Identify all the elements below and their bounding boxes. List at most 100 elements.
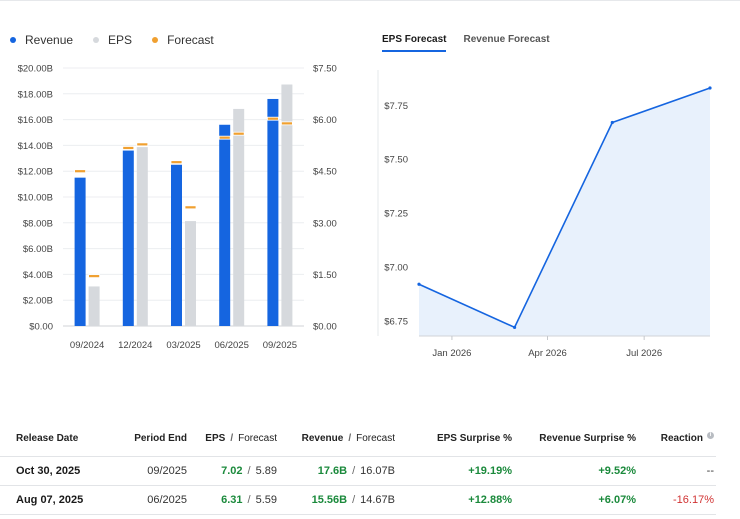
tab-revenue-forecast[interactable]: Revenue Forecast bbox=[463, 34, 550, 45]
header-revenue-surprise[interactable]: Revenue Surprise % bbox=[539, 432, 636, 444]
revenue-dot-icon bbox=[10, 37, 16, 43]
header-release-date[interactable]: Release Date bbox=[16, 432, 79, 444]
y-right-tick-label: $7.50 bbox=[313, 64, 337, 75]
revenue-forecast-marker bbox=[122, 146, 135, 150]
x-tick-label: 09/2024 bbox=[70, 340, 104, 351]
eps-forecast-marker bbox=[280, 121, 293, 126]
eps-forecast-point bbox=[610, 120, 614, 125]
y-tick-label: $7.00 bbox=[384, 262, 408, 273]
y-right-tick-label: $4.50 bbox=[313, 167, 337, 178]
value-separator: / bbox=[352, 494, 356, 506]
top-divider bbox=[0, 0, 740, 1]
reaction: -- bbox=[706, 465, 714, 477]
earnings-table: Release Date Period End EPS / Forecast Rev… bbox=[0, 420, 716, 515]
eps-values: 7.02 / 5.89 bbox=[221, 457, 277, 485]
y-left-tick-label: $0.00 bbox=[29, 322, 53, 333]
y-tick-label: $7.75 bbox=[384, 101, 408, 112]
eps-forecast: 5.59 bbox=[255, 494, 277, 506]
revenue-bar bbox=[171, 164, 182, 326]
y-tick-label: $6.75 bbox=[384, 316, 408, 327]
eps-bar bbox=[136, 147, 148, 326]
eps-surprise: +19.19% bbox=[468, 465, 512, 477]
info-icon[interactable]: i bbox=[707, 431, 714, 439]
header-period-end[interactable]: Period End bbox=[134, 432, 187, 444]
release-date: Aug 07, 2025 bbox=[16, 494, 84, 506]
x-tick-label: Jul 2026 bbox=[626, 348, 662, 359]
header-eps[interactable]: EPS / Forecast bbox=[205, 420, 277, 456]
header-eps-label: EPS bbox=[205, 432, 226, 444]
y-left-tick-label: $6.00B bbox=[23, 244, 53, 255]
tab-eps-forecast[interactable]: EPS Forecast bbox=[382, 34, 447, 52]
revenue-values: 17.6B / 16.07B bbox=[318, 457, 395, 485]
forecast-dot-icon bbox=[152, 37, 159, 43]
x-tick-label: 06/2025 bbox=[215, 340, 249, 351]
y-tick-label: $7.50 bbox=[384, 155, 408, 166]
y-right-tick-label: $0.00 bbox=[313, 322, 337, 333]
x-tick-label: Apr 2026 bbox=[528, 348, 567, 359]
revenue-actual: 17.6B bbox=[317, 465, 348, 477]
header-separator: / bbox=[348, 432, 352, 444]
revenue-surprise: +9.52% bbox=[598, 465, 636, 477]
forecast-tabs: EPS Forecast Revenue Forecast bbox=[382, 34, 567, 52]
eps-bar bbox=[233, 108, 245, 326]
revenue-bar bbox=[219, 124, 231, 326]
revenue-forecast-marker bbox=[74, 169, 86, 174]
header-revenue[interactable]: Revenue / Forecast bbox=[302, 420, 395, 456]
legend-label-revenue: Revenue bbox=[25, 33, 74, 47]
eps-forecast-point bbox=[417, 282, 421, 286]
header-revenue-forecast-label: Forecast bbox=[356, 432, 395, 444]
eps-actual: 7.02 bbox=[221, 465, 243, 477]
header-separator: / bbox=[230, 432, 234, 444]
eps-forecast: 5.89 bbox=[255, 465, 277, 477]
legend-item-revenue[interactable]: Revenue bbox=[10, 33, 73, 47]
header-reaction[interactable]: Reaction i bbox=[661, 420, 714, 456]
release-date: Oct 30, 2025 bbox=[16, 465, 81, 477]
revenue-bar bbox=[122, 150, 134, 326]
y-left-tick-label: $8.00B bbox=[23, 218, 53, 229]
revenue-values: 15.56B / 14.67B bbox=[312, 486, 395, 514]
eps-forecast-marker bbox=[232, 131, 245, 136]
eps-surprise: +12.88% bbox=[468, 494, 512, 506]
header-reaction-label: Reaction bbox=[660, 432, 703, 444]
y-right-tick-label: $6.00 bbox=[313, 115, 337, 126]
y-left-tick-label: $12.00B bbox=[18, 167, 53, 178]
y-left-tick-label: $18.00B bbox=[18, 89, 53, 100]
header-eps-forecast-label: Forecast bbox=[238, 432, 277, 444]
revenue-forecast: 16.07B bbox=[360, 465, 395, 477]
x-tick-label: 03/2025 bbox=[166, 340, 200, 351]
table-header: Release Date Period End EPS / Forecast Rev… bbox=[0, 420, 716, 457]
value-separator: / bbox=[247, 494, 251, 506]
eps-forecast-marker bbox=[184, 205, 197, 210]
revenue-bar bbox=[74, 177, 86, 326]
value-separator: / bbox=[247, 465, 251, 477]
table-row[interactable]: Aug 07, 2025 06/2025 6.31 / 5.59 15.56B / 14… bbox=[0, 486, 716, 515]
header-revenue-label: Revenue bbox=[301, 432, 344, 444]
eps-bar bbox=[185, 221, 196, 326]
eps-bar bbox=[88, 286, 100, 326]
y-left-tick-label: $14.00B bbox=[18, 141, 53, 152]
eps-forecast-marker bbox=[136, 142, 149, 147]
y-left-tick-label: $2.00B bbox=[23, 296, 53, 307]
legend-label-eps: EPS bbox=[108, 33, 133, 47]
eps-forecast-line bbox=[418, 87, 711, 329]
revenue-actual: 15.56B bbox=[311, 494, 348, 506]
y-left-tick-label: $16.00B bbox=[18, 115, 53, 126]
x-tick-label: 12/2024 bbox=[118, 340, 152, 351]
value-separator: / bbox=[352, 465, 356, 477]
eps-forecast-line-chart: $6.75 $7.00 $7.25 $7.50 $7.75 Jan 2026 Apr 202… bbox=[377, 70, 712, 359]
revenue-forecast: 14.67B bbox=[360, 494, 395, 506]
y-left-tick-label: $4.00B bbox=[23, 270, 53, 281]
revenue-surprise: +6.07% bbox=[598, 494, 636, 506]
y-tick-label: $7.25 bbox=[384, 209, 408, 220]
revenue-forecast-marker bbox=[266, 116, 279, 121]
legend-item-eps[interactable]: EPS bbox=[93, 33, 132, 47]
revenue-forecast-marker bbox=[218, 135, 231, 140]
eps-bar bbox=[281, 84, 293, 327]
legend-item-forecast[interactable]: Forecast bbox=[152, 33, 214, 47]
eps-forecast-marker bbox=[88, 274, 100, 279]
x-tick-label: 09/2025 bbox=[263, 340, 297, 351]
table-row[interactable]: Oct 30, 2025 09/2025 7.02 / 5.89 17.6B / 16.… bbox=[0, 457, 716, 486]
eps-dot-icon bbox=[93, 37, 100, 43]
header-eps-surprise[interactable]: EPS Surprise % bbox=[436, 432, 512, 444]
reaction: -16.17% bbox=[673, 494, 714, 506]
